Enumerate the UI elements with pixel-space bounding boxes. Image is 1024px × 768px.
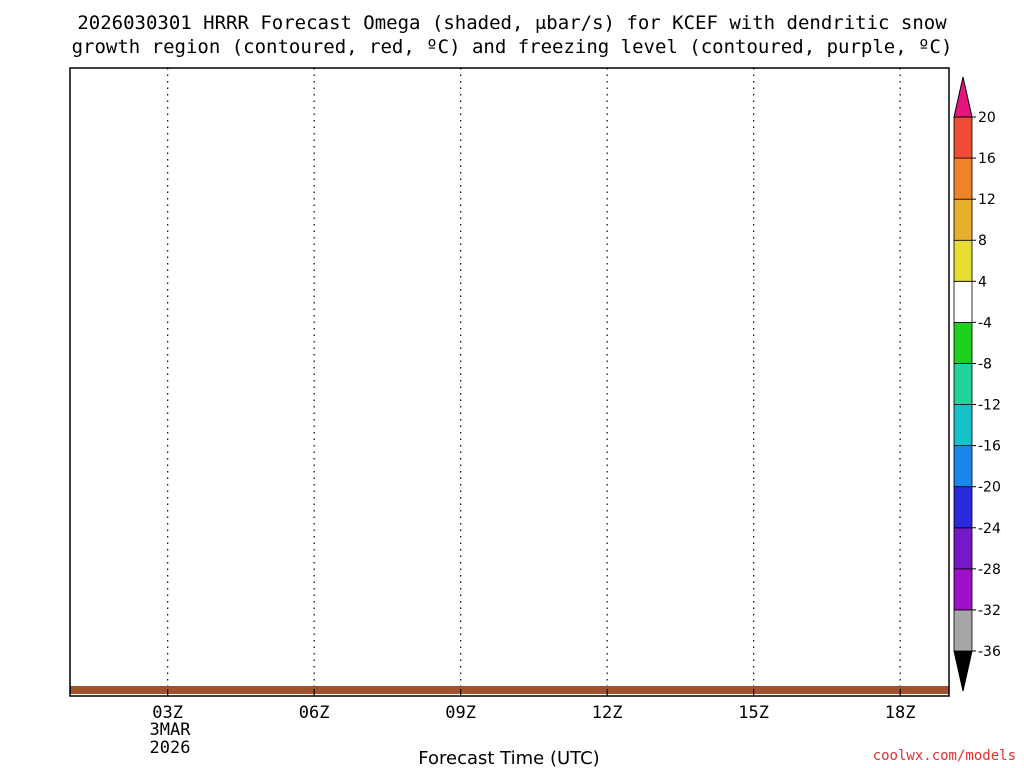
colorbar-swatch-12 — [953, 157, 973, 200]
colorbar: -36 -32 -28 -24 -20 -16 -12 -8 -4 4 8 12 16 20 — [953, 76, 1001, 692]
plot-frame — [69, 67, 950, 697]
colorbar-label-8: -4 — [978, 315, 992, 331]
colorbar-swatch-11 — [953, 198, 973, 241]
colorbar-label-0: -36 — [978, 644, 1001, 660]
gridlines — [167, 68, 901, 696]
x-tick-09Z: 09Z — [445, 703, 476, 723]
colorbar-label-12: 16 — [978, 151, 996, 167]
colorbar-label-10: 8 — [978, 233, 987, 249]
x-axis-time: 03Z 06Z 09Z 12Z 15Z 18Z — [152, 689, 916, 723]
colorbar-swatch-4 — [953, 486, 973, 529]
colorbar-label-5: -16 — [978, 439, 1001, 455]
colorbar-label-13: 20 — [978, 110, 996, 126]
colorbar-label-1: -32 — [978, 603, 1001, 619]
colorbar-swatch-1 — [953, 609, 973, 652]
terrain-bar — [70, 686, 949, 694]
colorbar-label-3: -24 — [978, 521, 1001, 537]
colorbar-max-arrow — [953, 76, 973, 118]
colorbar-label-11: 12 — [978, 192, 996, 208]
x-tick-12Z: 12Z — [592, 703, 623, 723]
date-label-year: 2026 — [150, 738, 191, 758]
chart-title-line-1: 2026030301 HRRR Forecast Omega (shaded, … — [77, 12, 947, 34]
x-axis-title: Forecast Time (UTC) — [418, 748, 599, 768]
chart-title-line-2: growth region (contoured, red, ºC) and f… — [72, 36, 953, 58]
x-tick-06Z: 06Z — [299, 703, 330, 723]
colorbar-label-4: -20 — [978, 480, 1001, 496]
colorbar-label-6: -12 — [978, 398, 1001, 414]
colorbar-label-2: -28 — [978, 562, 1001, 578]
colorbar-swatch-3 — [953, 527, 973, 570]
colorbar-swatch-2 — [953, 568, 973, 611]
colorbar-min-arrow — [953, 650, 973, 692]
colorbar-swatch-10 — [953, 239, 973, 282]
x-tick-03Z: 03Z — [152, 703, 183, 723]
plot-background — [70, 68, 949, 696]
colorbar-swatch-7 — [953, 363, 973, 405]
colorbar-swatch-5 — [953, 445, 973, 488]
colorbar-label-7: -8 — [978, 356, 992, 372]
x-tick-15Z: 15Z — [738, 703, 769, 723]
colorbar-swatch-8 — [953, 321, 973, 364]
x-tick-18Z: 18Z — [885, 703, 916, 723]
date-label-month: 3MAR — [150, 720, 192, 740]
plot-area: -18-18-12-12 — [69, 67, 950, 697]
colorbar-swatch-9 — [953, 280, 973, 323]
colorbar-label-9: 4 — [978, 274, 987, 290]
colorbar-swatch-6 — [953, 404, 973, 446]
colorbar-swatch-13 — [953, 116, 973, 159]
watermark: coolwx.com/models — [873, 748, 1016, 764]
